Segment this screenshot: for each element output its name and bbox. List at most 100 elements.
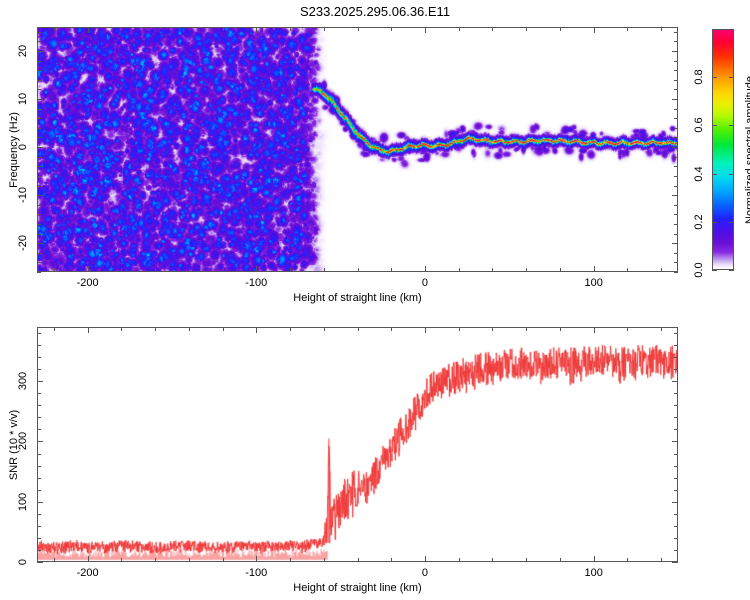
spec-xtick [391,268,392,272]
snr-xtick [560,558,561,562]
snr-ytick-right [674,550,678,551]
snr-ytick-right [672,441,678,442]
spec-xtick-top [256,27,257,33]
colorbar-tick-right [729,174,734,175]
snr-ytick [37,345,41,346]
spec-ytick-right [674,214,678,215]
snr-xtick [492,558,493,562]
spec-xtick [560,268,561,272]
spec-xtick [324,268,325,272]
spec-xtick-top [594,27,595,33]
figure-title: S233.2025.295.06.36.E11 [299,4,451,19]
colorbar-label: Normalized spectral amplitude [744,75,750,224]
snr-xtick-label: -200 [76,567,99,579]
spec-xtick-label: 100 [584,277,603,289]
spec-ytick [37,109,41,110]
spec-ytick [37,32,41,33]
spec-ytick-right [674,118,678,119]
snr-yaxis-label: SNR (10 * v/v) [8,409,20,480]
snr-xtick [155,558,156,562]
spec-xtick-top [526,27,527,31]
spec-xtick-top [155,27,156,31]
spec-ytick-right [674,157,678,158]
snr-ytick [37,478,41,479]
snr-ytick-right [674,526,678,527]
colorbar-tick-right [729,222,734,223]
spec-xtick [526,268,527,272]
snr-ytick [37,333,41,334]
colorbar-tick [712,174,717,175]
spec-xtick [54,268,55,272]
spec-ytick-right [674,262,678,263]
snr-xtick-top [492,327,493,331]
spec-ytick [37,176,41,177]
spec-ytick [37,128,41,129]
snr-xtick-label: -100 [245,567,268,579]
snr-xaxis-label: Height of straight line (km) [293,582,422,594]
snr-xtick-top [189,327,190,331]
spec-ytick [37,89,41,90]
spectrogram-yaxis-label: Frequency (Hz) [8,111,20,188]
snr-ytick [37,502,43,503]
snr-ytick-right [674,357,678,358]
snr-ytick [37,538,41,539]
spec-xtick [223,268,224,272]
spec-ytick-right [672,99,678,100]
snr-ytick [37,454,41,455]
colorbar-tick-label: 0.8 [693,69,705,85]
spec-xtick [459,268,460,272]
spec-ytick [37,234,41,235]
spec-ytick [37,61,41,62]
spec-xtick-label: -100 [245,277,268,289]
spec-ytick [37,272,41,273]
snr-ytick-right [674,333,678,334]
colorbar-tick [712,77,717,78]
spec-ytick-right [674,41,678,42]
spec-ytick [37,166,41,167]
spec-xtick-top [189,27,190,31]
snr-ytick-label: 0 [17,558,29,566]
snr-xtick [594,556,595,562]
snr-xtick [391,558,392,562]
snr-ytick [37,526,41,527]
snr-ytick [37,490,41,491]
spectrogram-panel [37,27,678,272]
spec-ytick [37,224,41,225]
spec-ytick-right [674,253,678,254]
spec-ytick-right [674,224,678,225]
spec-ytick [37,147,43,148]
spec-ytick-right [674,205,678,206]
spec-xtick-top [560,27,561,31]
spec-xtick [661,268,662,272]
spec-ytick-right [674,32,678,33]
spec-ytick-right [674,61,678,62]
snr-xtick [121,558,122,562]
snr-xtick [256,556,257,562]
snr-ytick [37,381,43,382]
snr-xtick-top [594,327,595,333]
snr-xtick-top [121,327,122,331]
snr-xtick-top [391,327,392,331]
spec-xtick [256,266,257,272]
snr-ytick-right [674,417,678,418]
snr-ytick-right [672,562,678,563]
snr-ytick [37,441,43,442]
spec-xtick [492,268,493,272]
colorbar-tick-label: 0.0 [693,262,705,278]
spec-xtick-label: 0 [421,277,429,289]
spec-ytick [37,118,41,119]
snr-ytick-label: 300 [17,372,29,391]
colorbar-tick [712,270,717,271]
snr-ytick [37,405,41,406]
snr-ytick-right [674,345,678,346]
snr-xtick-top [425,327,426,333]
spectrogram-canvas [38,28,677,271]
spec-ytick [37,262,41,263]
snr-ytick-right [674,538,678,539]
snr-ytick [37,393,41,394]
colorbar-tick-label: 0.6 [693,117,705,134]
snr-xtick [88,556,89,562]
spec-xtick-top [492,27,493,31]
snr-panel [37,327,678,562]
